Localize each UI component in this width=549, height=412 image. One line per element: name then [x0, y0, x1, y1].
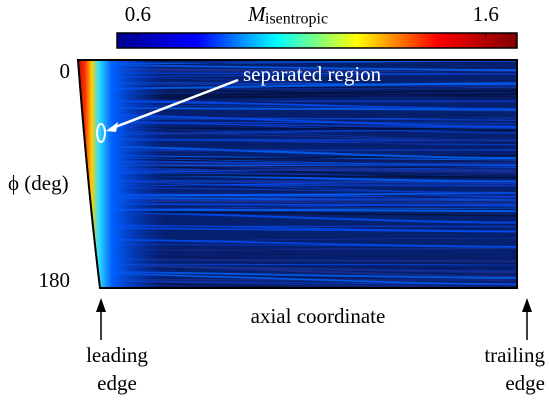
colorbar [116, 32, 518, 49]
separation-marker [96, 123, 106, 143]
trailing-label: edge [505, 371, 545, 395]
plot-border [76, 59, 518, 289]
x-axis-label: axial coordinate [251, 304, 386, 328]
annotation-arrowhead [106, 122, 118, 132]
contour-field [78, 60, 517, 288]
leading-edge-high [78, 60, 517, 288]
y-axis-label: ϕ (deg) [8, 171, 69, 195]
colorbar-title: M [247, 2, 267, 26]
colorbar-title-sub: isentropic [265, 11, 328, 28]
colorbar-tick-label: 1.6 [473, 2, 499, 26]
leading-label: edge [97, 371, 137, 395]
leading-arrowhead [96, 298, 106, 312]
y-tick-label: 180 [39, 268, 71, 292]
leading-label: leading [86, 343, 148, 367]
colorbar-tick-label: 0.6 [125, 2, 151, 26]
y-tick-label: 0 [60, 59, 71, 83]
trailing-arrowhead [522, 298, 532, 312]
annotation-arrow [109, 78, 239, 131]
annotation: separated region [243, 62, 382, 86]
trailing-label: trailing [484, 343, 545, 367]
